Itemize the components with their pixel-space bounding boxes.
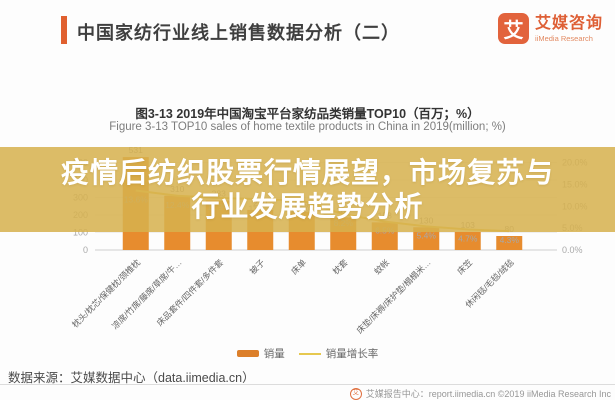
- page-title: 中国家纺行业线上销售数据分析（二）: [77, 23, 400, 43]
- logo-name: 艾媒咨询: [535, 15, 604, 32]
- copyright-text: 艾媒报告中心：report.iimedia.cn ©2019 iiMedia R…: [365, 389, 611, 399]
- sales-bar: [454, 231, 481, 250]
- line-swatch-icon: [298, 352, 321, 355]
- category-label: 床单: [289, 257, 308, 276]
- category-label: 枕套: [331, 257, 350, 276]
- bar-swatch-icon: [236, 350, 259, 357]
- growth-value-label: 4.3%: [500, 235, 520, 245]
- left-axis-tick: 0: [83, 245, 88, 255]
- footer-divider: [0, 384, 615, 385]
- iimedia-logo: 艾 艾媒咨询 iiMedia Research: [498, 13, 603, 44]
- legend-label-growth: 销量增长率: [325, 348, 379, 360]
- chart-legend: 销量 销量增长率: [0, 346, 615, 361]
- data-source-note: 数据来源：艾媒数据中心（data.iimedia.cn）: [8, 371, 255, 385]
- growth-value-label: 4.7%: [458, 233, 478, 243]
- legend-label-sales: 销量: [263, 348, 285, 360]
- chart-title: 图3-13 2019年中国淘宝平台家纺品类销量TOP10（百万；%）: [135, 107, 480, 121]
- legend-item-growth: 销量增长率: [298, 346, 379, 361]
- category-label: 蚊帐: [372, 257, 391, 276]
- chart-subtitle: Figure 3-13 TOP10 sales of home textile …: [109, 121, 506, 133]
- category-label: 床垫/床褥/床护垫/榻榻米…: [354, 257, 432, 335]
- header-accent-bar: [61, 16, 67, 44]
- iimedia-logo-icon: 艾: [498, 13, 529, 44]
- category-label: 被子: [248, 257, 267, 276]
- iimedia-badge-icon: 艾: [349, 387, 362, 400]
- headline-line1: 疫情后纺织股票行情展望，市场复苏与: [60, 156, 554, 188]
- logo-subname: iiMedia Research: [535, 34, 593, 43]
- category-label: 凉席/竹席/藤席/草席/牛…: [110, 257, 184, 331]
- left-axis-tick: 100: [73, 228, 88, 238]
- copyright-line: 艾 艾媒报告中心：report.iimedia.cn ©2019 iiMedia…: [349, 387, 611, 400]
- sales-bar: [413, 227, 440, 250]
- right-axis-tick: 0.0%: [562, 245, 583, 255]
- category-label: 床笠: [455, 257, 474, 276]
- legend-item-sales: 销量: [236, 346, 285, 361]
- category-label: 枕头/枕芯/保健枕/颈椎枕: [70, 257, 143, 330]
- sales-bar: [496, 236, 523, 250]
- headline-overlay-banner: 疫情后纺织股票行情展望，市场复苏与 行业发展趋势分析: [0, 147, 615, 232]
- headline-line2: 行业发展趋势分析: [191, 190, 424, 222]
- growth-value-label: 5.4%: [417, 230, 437, 240]
